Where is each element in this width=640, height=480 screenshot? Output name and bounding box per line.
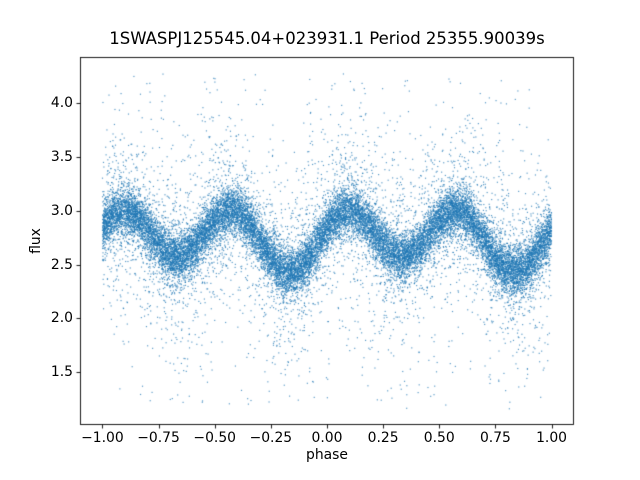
x-axis-label: phase [306, 447, 348, 463]
x-tick-label: 0.75 [479, 430, 511, 446]
x-tick-label: 0.00 [311, 430, 343, 446]
y-tick-label: 3.0 [50, 202, 73, 219]
y-tick-label: 2.0 [50, 310, 73, 327]
chart-title: 1SWASPJ125545.04+023931.1 Period 25355.9… [109, 29, 545, 48]
x-tick-label: −1.00 [81, 430, 124, 446]
x-tick-label: 0.25 [367, 430, 399, 446]
x-tick-label: −0.50 [193, 430, 237, 446]
x-tick-label: 1.00 [536, 430, 567, 446]
x-tick-label: −0.25 [249, 430, 293, 446]
y-tick-label: 3.5 [50, 149, 73, 166]
y-axis-label: flux [28, 228, 44, 254]
y-tick-label: 4.0 [50, 95, 73, 112]
y-tick-label: 1.5 [50, 364, 73, 381]
x-tick-label: 0.50 [423, 430, 455, 446]
y-tick-label: 2.5 [50, 256, 73, 273]
x-tick-label: −0.75 [137, 430, 180, 446]
